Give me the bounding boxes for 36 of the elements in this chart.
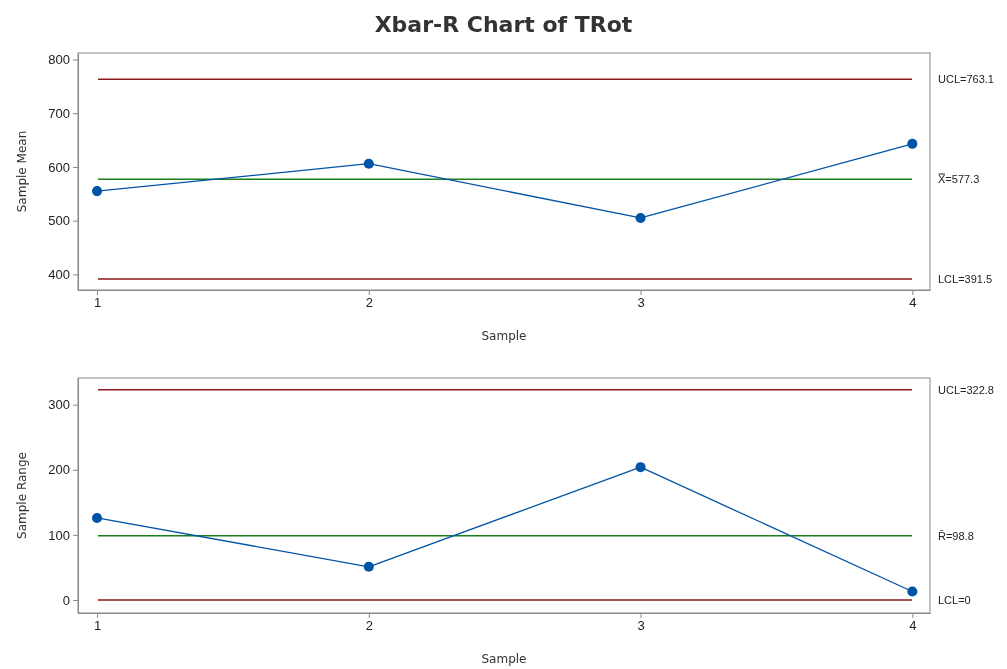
point (91, 186, 103, 197)
point (907, 138, 918, 149)
x-axis-title: Sample (481, 329, 527, 343)
y-axis-title: Sample Mean (15, 130, 29, 213)
x-tick-label: 2 (365, 295, 373, 311)
point (635, 212, 646, 224)
y-tick-label: 600 (48, 159, 70, 175)
y-tick-label: 200 (48, 462, 70, 478)
x-tick-label: 3 (637, 295, 645, 311)
x-tick-label: 1 (93, 618, 102, 634)
ref-line-label: LCL=0 (938, 593, 971, 606)
point (91, 512, 103, 523)
y-tick-label: 100 (48, 527, 70, 543)
chart-title: Xbar-R Chart of TRot (374, 12, 633, 37)
x-tick-label: 1 (93, 295, 102, 311)
point (363, 158, 374, 169)
y-tick-label: 300 (48, 397, 70, 413)
y-tick-label: 800 (48, 52, 70, 68)
ref-line-label: R̄=98.8 (938, 529, 974, 542)
ref-line-label: LCL=391.5 (938, 272, 993, 285)
x-tick-label: 2 (365, 618, 373, 634)
point (907, 586, 918, 597)
point (635, 462, 646, 473)
y-tick-label: 400 (48, 267, 70, 283)
y-tick-label: 0 (62, 592, 70, 608)
ref-line-label: UCL=322.8 (938, 383, 994, 396)
point (363, 561, 374, 572)
ref-line-label: X̿=577.3 (937, 173, 980, 186)
y-tick-label: 500 (48, 213, 70, 229)
ref-line-label: UCL=763.1 (938, 73, 994, 86)
x-tick-label: 4 (909, 295, 917, 311)
x-tick-label: 3 (637, 618, 645, 634)
y-tick-label: 700 (48, 105, 70, 121)
x-tick-label: 4 (909, 618, 917, 634)
y-axis-title: Sample Range (15, 452, 29, 539)
x-axis-title: Sample (481, 652, 527, 666)
